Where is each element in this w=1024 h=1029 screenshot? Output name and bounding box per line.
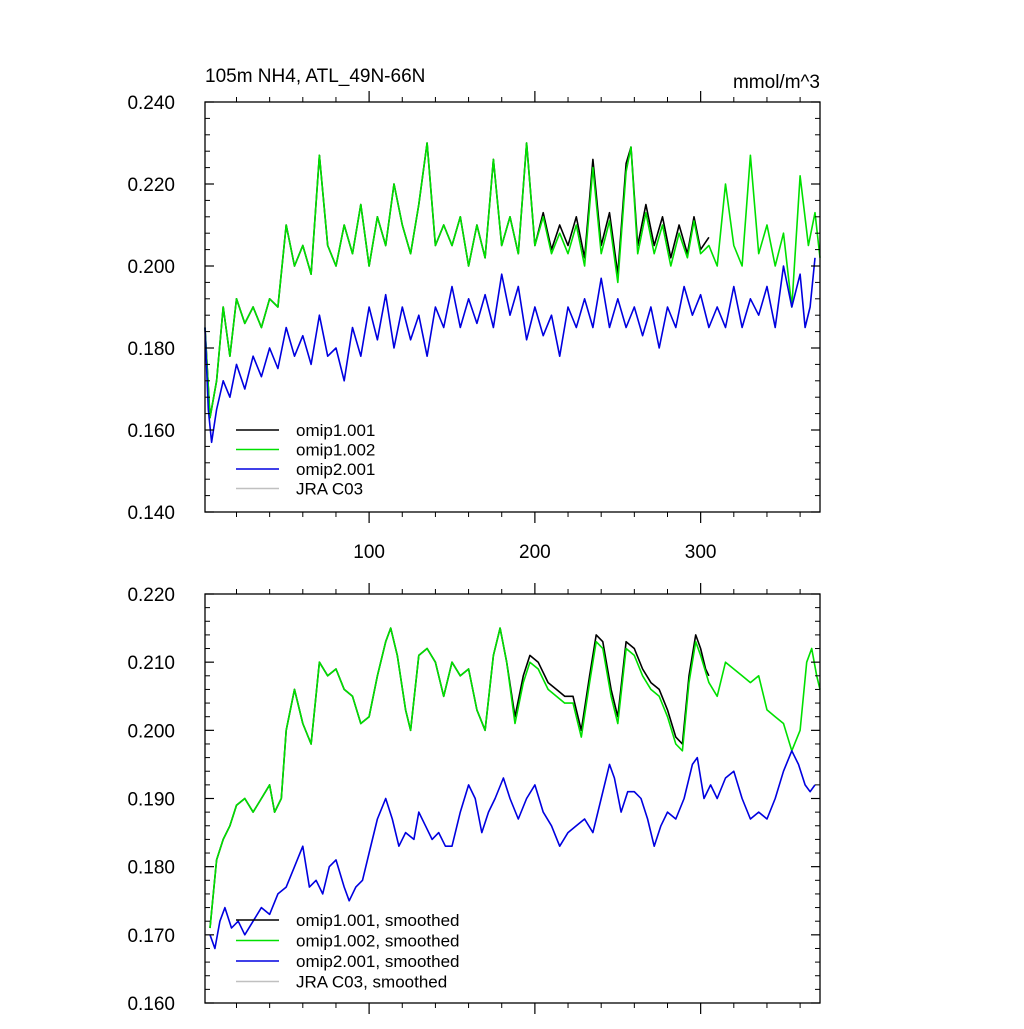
legend-label-2: omip1.002 bbox=[296, 441, 375, 460]
series-line-2 bbox=[209, 627, 821, 929]
y-tick-label: 0.170 bbox=[127, 926, 175, 947]
plot-frame bbox=[204, 101, 821, 513]
series-line-3 bbox=[209, 750, 816, 950]
chart-panel-1: 0.140 0.160 0.180 0.200 0.220 0.240 100 200 300 1… bbox=[127, 66, 821, 563]
y-tick-label: 0.200 bbox=[127, 257, 175, 278]
legend-label-3: omip2.001, smoothed bbox=[296, 952, 460, 971]
units-label: mmol/m^3 bbox=[733, 72, 820, 93]
chart-panel-2: 0.160 0.170 0.180 0.190 0.200 0.210 0.220 omip1… bbox=[127, 583, 821, 1015]
legend-label-2: omip1.002, smoothed bbox=[296, 932, 460, 951]
y-tick-label: 0.240 bbox=[127, 93, 175, 114]
y-tick-label: 0.220 bbox=[127, 175, 175, 196]
x-tick-label: 200 bbox=[519, 542, 551, 563]
legend-label-1: omip1.001 bbox=[296, 421, 375, 440]
legend-label-3: omip2.001 bbox=[296, 460, 375, 479]
series-group bbox=[209, 627, 821, 950]
x-tick-label: 300 bbox=[685, 542, 717, 563]
y-tick-label: 0.210 bbox=[127, 653, 175, 674]
legend-label-4: JRA C03, smoothed bbox=[296, 973, 447, 992]
legend-label-1: omip1.001, smoothed bbox=[296, 911, 460, 930]
series-line-2 bbox=[204, 142, 821, 419]
legend: omip1.001, smoothed omip1.002, smoothedom… bbox=[236, 911, 460, 992]
series-group bbox=[204, 142, 821, 444]
legend-label-4: JRA C03 bbox=[296, 480, 363, 499]
y-tick-label: 0.180 bbox=[127, 858, 175, 879]
y-tick-label: 0.160 bbox=[127, 421, 175, 442]
series-line-3 bbox=[204, 257, 816, 444]
y-tick-label: 0.220 bbox=[127, 585, 175, 606]
chart-title: 105m NH4, ATL_49N-66N bbox=[205, 66, 425, 87]
y-tick-label: 0.140 bbox=[127, 503, 175, 524]
y-tick-label: 0.160 bbox=[127, 994, 175, 1015]
y-tick-label: 0.190 bbox=[127, 790, 175, 811]
y-tick-label: 0.180 bbox=[127, 339, 175, 360]
x-tick-label: 100 bbox=[353, 542, 385, 563]
y-tick-label: 0.200 bbox=[127, 721, 175, 742]
